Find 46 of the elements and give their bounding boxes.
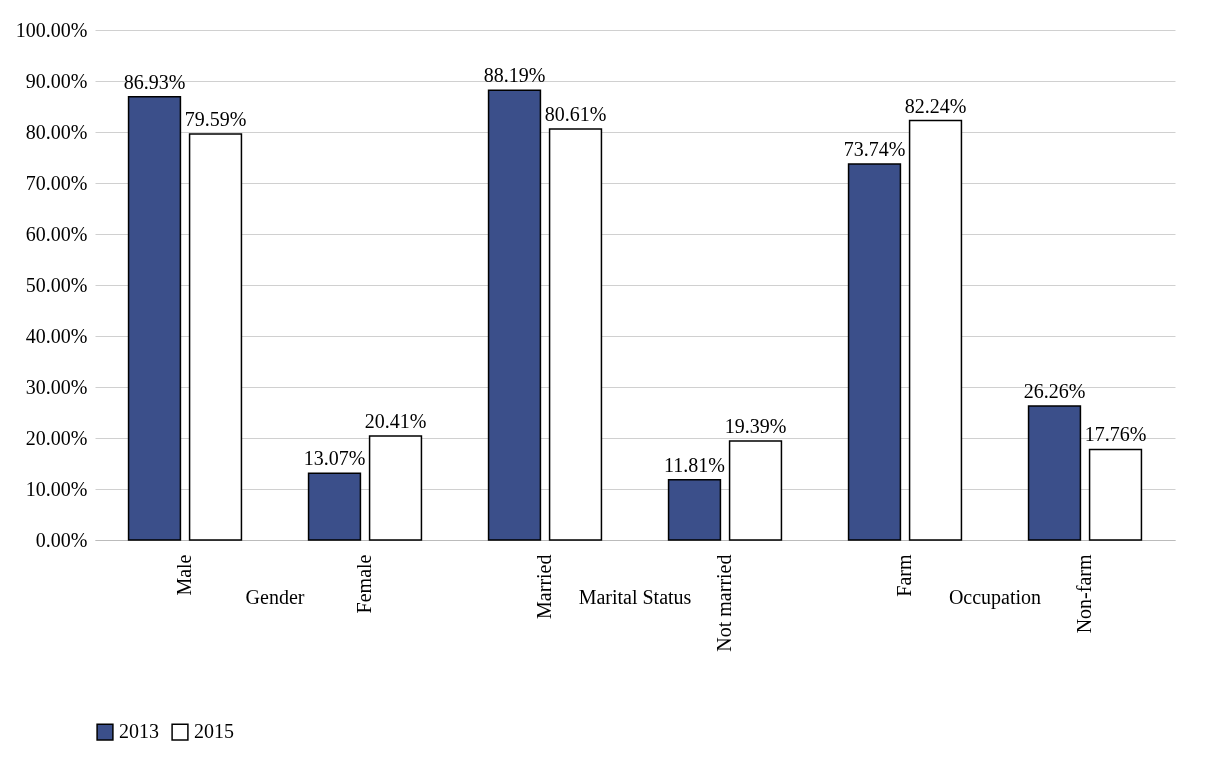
data-label: 19.39% <box>724 415 787 438</box>
data-label: 86.93% <box>123 70 186 93</box>
text: Gender <box>245 586 305 608</box>
bar <box>548 128 603 541</box>
x-tick-label: Farm <box>893 554 915 597</box>
y-tick-label: 40.00% <box>25 324 88 347</box>
text: Marital Status <box>578 586 692 608</box>
data-label: 88.19% <box>483 64 546 87</box>
y-tick-label: 0.00% <box>35 528 88 551</box>
bar <box>908 119 963 541</box>
bar <box>847 163 902 541</box>
bar <box>368 435 423 541</box>
x-tick-label: Male <box>173 554 195 596</box>
y-tick-label: 60.00% <box>25 222 88 245</box>
data-label: 26.26% <box>1023 380 1086 403</box>
bar <box>667 479 722 541</box>
bar <box>307 472 362 541</box>
data-label: 11.81% <box>664 453 725 476</box>
data-label: 73.74% <box>843 137 906 160</box>
data-label: 82.24% <box>904 94 967 117</box>
y-tick-label: 90.00% <box>25 69 88 92</box>
data-label: 17.76% <box>1084 423 1147 446</box>
bar <box>127 95 182 541</box>
text: Occupation <box>948 586 1042 609</box>
y-tick-label: 100.00% <box>15 18 88 41</box>
data-label: 79.59% <box>184 108 247 131</box>
data-label: 13.07% <box>303 447 366 470</box>
bar <box>188 133 243 541</box>
bar <box>728 440 783 541</box>
y-tick-label: 50.00% <box>25 273 88 296</box>
y-tick-label: 30.00% <box>25 375 88 398</box>
x-tick-label: Female <box>353 554 375 614</box>
y-tick-label: 70.00% <box>25 171 88 194</box>
y-tick-label: 10.00% <box>25 477 88 500</box>
y-tick-label: 80.00% <box>25 120 88 143</box>
x-tick-label: Non-farm <box>1073 554 1095 634</box>
bar <box>1027 405 1082 541</box>
bar <box>487 89 542 541</box>
x-tick-label: Married <box>533 554 555 619</box>
legend-label: 2015 <box>194 720 234 743</box>
data-label: 80.61% <box>544 102 607 125</box>
data-label: 20.41% <box>364 409 427 432</box>
x-tick-label: Not married <box>713 554 735 652</box>
bar <box>1088 448 1143 541</box>
legend-label: 2013 <box>119 720 159 743</box>
y-tick-label: 20.00% <box>25 426 88 449</box>
